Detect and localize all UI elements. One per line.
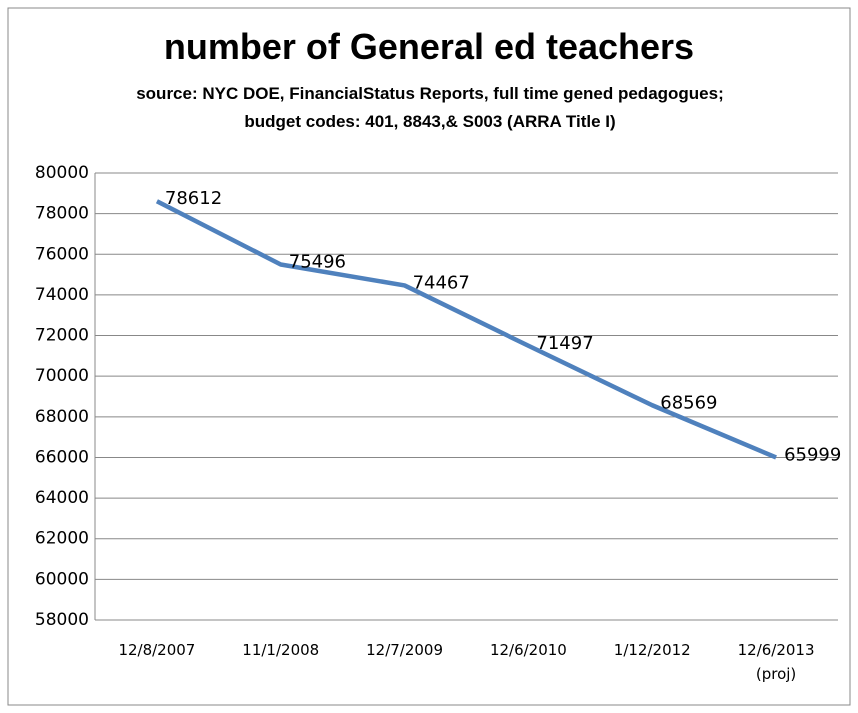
y-tick-label: 74000 [35,285,89,305]
y-tick-label: 62000 [35,529,89,549]
y-tick-label: 78000 [35,204,89,224]
x-tick-label: 12/6/2013 (proj) [737,641,815,683]
y-tick-label: 66000 [35,447,89,467]
x-tick-label: 1/12/2012 [613,641,691,659]
y-tick-label: 80000 [35,163,89,183]
data-label: 65999 [784,444,841,465]
y-tick-label: 58000 [35,610,89,630]
data-label: 75496 [289,252,346,273]
x-tick-label: 12/8/2007 [118,641,196,659]
chart-border [7,7,851,706]
y-tick-label: 64000 [35,488,89,508]
y-tick-label: 60000 [35,569,89,589]
chart-title: number of General ed teachers [163,26,695,67]
series-line [155,199,777,460]
y-tick-label: 76000 [35,244,89,264]
y-tick-label: 68000 [35,407,89,427]
x-tick-label: 12/6/2010 [489,641,567,659]
data-label: 74467 [413,272,470,293]
y-tick-label: 70000 [35,366,89,386]
x-tick-label: 12/7/2009 [366,641,444,659]
data-label: 78612 [165,188,222,209]
chart-subtitle: source: NYC DOE, FinancialStatus Reports… [136,84,724,131]
data-label: 68569 [660,392,717,413]
x-tick-label: 11/1/2008 [242,641,320,659]
y-tick-label: 72000 [35,326,89,346]
data-label: 71497 [536,333,593,354]
